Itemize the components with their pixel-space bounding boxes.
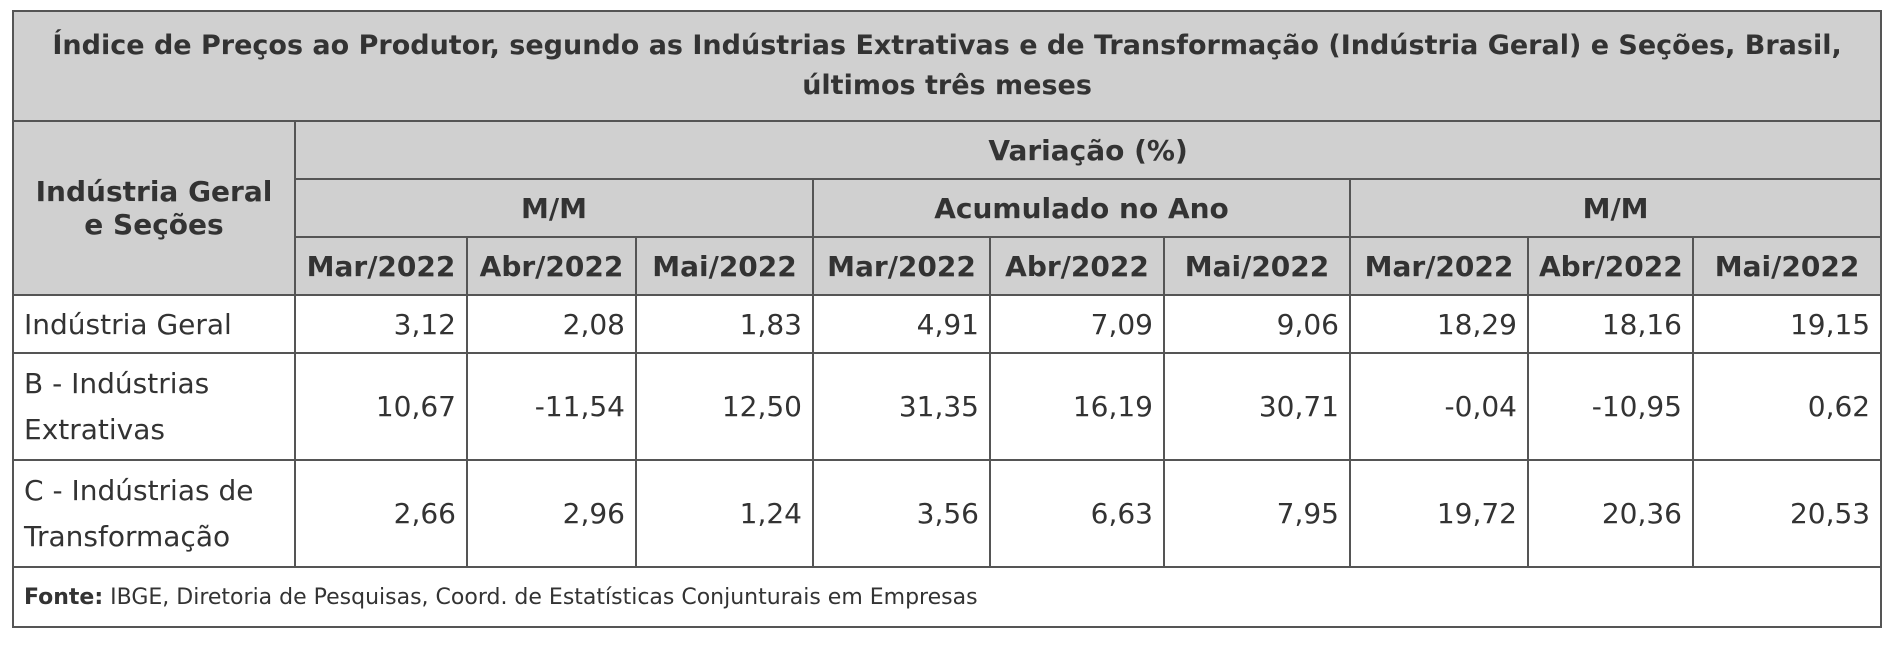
cell: 6,63: [989, 459, 1165, 568]
cell: 30,71: [1163, 352, 1351, 461]
row-header: Indústria Geral e Seções: [12, 120, 296, 296]
cell: 20,53: [1691, 459, 1883, 568]
cell: 19,72: [1349, 459, 1529, 568]
column-header: Abr/2022: [466, 236, 637, 296]
cell: 0,62: [1691, 352, 1883, 461]
cell: -11,54: [466, 352, 637, 461]
column-header: Mai/2022: [635, 236, 814, 296]
group-label: Acumulado no Ano: [812, 178, 1351, 238]
table-title: Índice de Preços ao Produtor, segundo as…: [11, 10, 1883, 122]
cell: 1,24: [635, 459, 814, 568]
cell: 2,08: [466, 294, 637, 354]
source: Fonte: IBGE, Diretoria de Pesquisas, Coo…: [11, 566, 1883, 628]
footer-row: Fonte: IBGE, Diretoria de Pesquisas, Coo…: [11, 566, 1883, 628]
data-table: Índice de Preços ao Produtor, segundo as…: [11, 10, 1883, 628]
cell: 16,19: [989, 352, 1165, 461]
cell: 31,35: [812, 352, 991, 461]
cell: 20,36: [1527, 459, 1694, 568]
row-label: C - Indústrias de Transformação: [12, 459, 296, 568]
cell: 3,56: [812, 459, 991, 568]
column-header: Mar/2022: [1349, 236, 1529, 296]
cell: 2,66: [294, 459, 468, 568]
cell: -10,95: [1527, 352, 1694, 461]
cell: 3,12: [294, 294, 468, 354]
cell: 1,83: [635, 294, 814, 354]
column-header: Abr/2022: [1527, 236, 1694, 296]
cell: 9,06: [1163, 294, 1351, 354]
cell: 4,91: [812, 294, 991, 354]
column-header: Mai/2022: [1163, 236, 1351, 296]
cell: 7,95: [1163, 459, 1351, 568]
column-header: Abr/2022: [989, 236, 1165, 296]
cell: -0,04: [1349, 352, 1529, 461]
table-row: C - Indústrias de Transformação 2,66 2,96 1…: [12, 459, 1883, 568]
group-label: M/M: [1348, 178, 1883, 238]
cell: 18,29: [1349, 294, 1529, 354]
column-header: Mar/2022: [294, 236, 468, 296]
cell: 10,67: [294, 352, 468, 461]
source-label: Fonte:: [24, 584, 104, 610]
row-label: Indústria Geral: [12, 294, 296, 354]
group-label: M/M: [294, 178, 814, 238]
source-text: IBGE, Diretoria de Pesquisas, Coord. de …: [110, 584, 978, 610]
row-label: B - Indústrias Extrativas: [12, 352, 296, 461]
cell: 18,16: [1527, 294, 1694, 354]
column-header: Mar/2022: [812, 236, 991, 296]
group-header: Variação (%): [293, 120, 1883, 180]
column-header: Mai/2022: [1691, 236, 1883, 296]
cell: 2,96: [466, 459, 637, 568]
cell: 7,09: [989, 294, 1165, 354]
cell: 19,15: [1691, 294, 1883, 354]
table-row: Indústria Geral 3,12 2,08 1,83 4,91 7,09 9,06 1…: [12, 294, 1883, 354]
table-row: B - Indústrias Extrativas 10,67 -11,54 12,5…: [12, 352, 1883, 461]
cell: 12,50: [635, 352, 814, 461]
